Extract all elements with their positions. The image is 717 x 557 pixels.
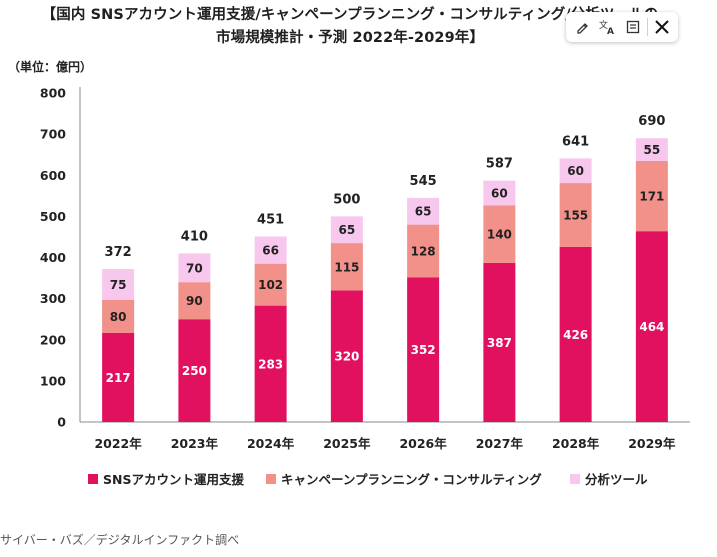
bar-value-label: 75 (110, 278, 127, 292)
legend-item-sns: SNSアカウント運用支援 (88, 469, 244, 488)
chart-title-line2: 市場規模推計・予測 2022年-2029年】 (216, 30, 484, 46)
bar-value-label: 387 (487, 336, 512, 350)
legend-label-campaign: キャンペーンプランニング・コンサルティング (281, 472, 542, 487)
bar-total-label: 451 (257, 213, 284, 228)
bar-segment-1 (635, 231, 668, 422)
bar-segment-1 (407, 277, 440, 422)
bar-segment-2 (559, 183, 592, 247)
legend-label-sns: SNSアカウント運用支援 (103, 472, 244, 487)
bar-segment-3 (483, 180, 516, 206)
bar-segment-2 (178, 282, 211, 320)
legend-swatch-analytics (570, 473, 580, 484)
bar-total-label: 372 (105, 245, 132, 260)
legend-label-analytics: 分析ツール (585, 472, 648, 487)
y-tick-label: 700 (40, 127, 66, 142)
x-tick-label: 2026年 (399, 436, 447, 451)
bar-segment-2 (407, 224, 440, 278)
bar-total-label: 410 (181, 229, 208, 244)
y-tick-label: 600 (40, 168, 66, 183)
bar-segment-2 (254, 263, 287, 306)
stacked-bar-chart: 0 100 200 300 400 500 600 700 800 217 80 75 372 2022年… (40, 86, 690, 451)
bar-value-label: 320 (334, 350, 359, 364)
bar-value-label: 115 (334, 260, 359, 274)
bar-total-label: 690 (638, 114, 665, 129)
bar-total-label: 545 (410, 174, 437, 189)
x-tick-label: 2024年 (247, 436, 295, 451)
bar-value-label: 90 (186, 294, 203, 308)
x-tick-label: 2023年 (171, 436, 219, 451)
x-tick-label: 2025年 (323, 436, 371, 451)
bar-value-label: 65 (415, 205, 432, 219)
bar-value-label: 60 (491, 186, 508, 200)
y-tick-label: 100 (40, 373, 66, 388)
bar-segment-3 (330, 216, 363, 244)
svg-text:A: A (607, 27, 614, 35)
x-tick-label: 2022年 (94, 436, 142, 451)
bar-value-label: 140 (487, 228, 512, 242)
unit-label: （単位：億円） (8, 60, 93, 74)
legend-swatch-campaign (266, 473, 276, 484)
bar-value-label: 250 (182, 364, 207, 378)
bar-segment-1 (178, 319, 211, 422)
bar-value-label: 60 (567, 164, 584, 178)
legend: SNSアカウント運用支援 キャンペーンプランニング・コンサルティング 分析ツール (0, 469, 700, 489)
bar-segment-3 (102, 269, 135, 300)
bar-value-label: 426 (563, 328, 588, 342)
y-tick-label: 200 (40, 332, 66, 347)
bar-value-label: 217 (106, 371, 131, 385)
bar-segment-3 (178, 253, 211, 283)
bar-value-label: 155 (563, 208, 588, 222)
y-tick-label: 500 (40, 209, 66, 224)
y-tick-label: 400 (40, 250, 66, 265)
bar-segment-1 (102, 332, 135, 422)
bar-value-label: 171 (639, 190, 664, 204)
bar-segment-1 (483, 262, 516, 422)
bar-segment-3 (635, 138, 668, 161)
bar-value-label: 66 (262, 244, 279, 258)
bar-value-label: 102 (258, 278, 283, 292)
bar-total-label: 641 (562, 134, 589, 149)
legend-item-campaign: キャンペーンプランニング・コンサルティング (266, 469, 542, 488)
bar-segment-3 (559, 158, 592, 184)
toolbar-separator (646, 18, 648, 36)
x-tick-label: 2028年 (552, 436, 600, 451)
bar-segment-3 (407, 197, 440, 225)
bar-value-label: 352 (411, 343, 436, 357)
bar-segment-2 (102, 299, 135, 333)
chart-title-line1: 【国内 SNSアカウント運用支援/キャンペーンプランニング・コンサルティング/分… (41, 7, 659, 23)
reader-icon[interactable] (622, 16, 644, 38)
bar-segment-2 (330, 243, 363, 291)
bar-value-label: 70 (186, 261, 203, 275)
bar-value-label: 65 (339, 223, 356, 237)
chart-title: 【国内 SNSアカウント運用支援/キャンペーンプランニング・コンサルティング/分… (0, 4, 700, 50)
x-tick-label: 2027年 (476, 436, 524, 451)
x-tick-label: 2029年 (628, 436, 676, 451)
bar-segment-3 (254, 236, 287, 264)
source-note: サイバー・バズ／デジタルインファクト調べ (0, 533, 240, 547)
bar-segment-1 (330, 290, 363, 422)
y-tick-label: 300 (40, 291, 66, 306)
bar-value-label: 80 (110, 310, 127, 324)
bar-value-label: 464 (639, 320, 664, 334)
bar-total-label: 587 (486, 157, 513, 172)
bar-segment-1 (559, 246, 592, 422)
y-tick-label: 0 (57, 415, 66, 430)
highlight-pen-icon[interactable] (572, 16, 594, 38)
x-share-icon[interactable] (651, 16, 673, 38)
y-tick-label: 800 (40, 86, 66, 101)
bar-value-label: 55 (644, 143, 661, 157)
legend-item-analytics: 分析ツール (570, 469, 648, 488)
legend-swatch-sns (88, 473, 98, 484)
bar-value-label: 283 (258, 357, 283, 371)
bar-segment-2 (483, 205, 516, 263)
bar-value-label: 128 (411, 244, 436, 258)
bar-segment-1 (254, 305, 287, 422)
bar-segment-2 (635, 160, 668, 232)
bar-total-label: 500 (333, 192, 360, 207)
svg-text:文: 文 (599, 19, 608, 31)
